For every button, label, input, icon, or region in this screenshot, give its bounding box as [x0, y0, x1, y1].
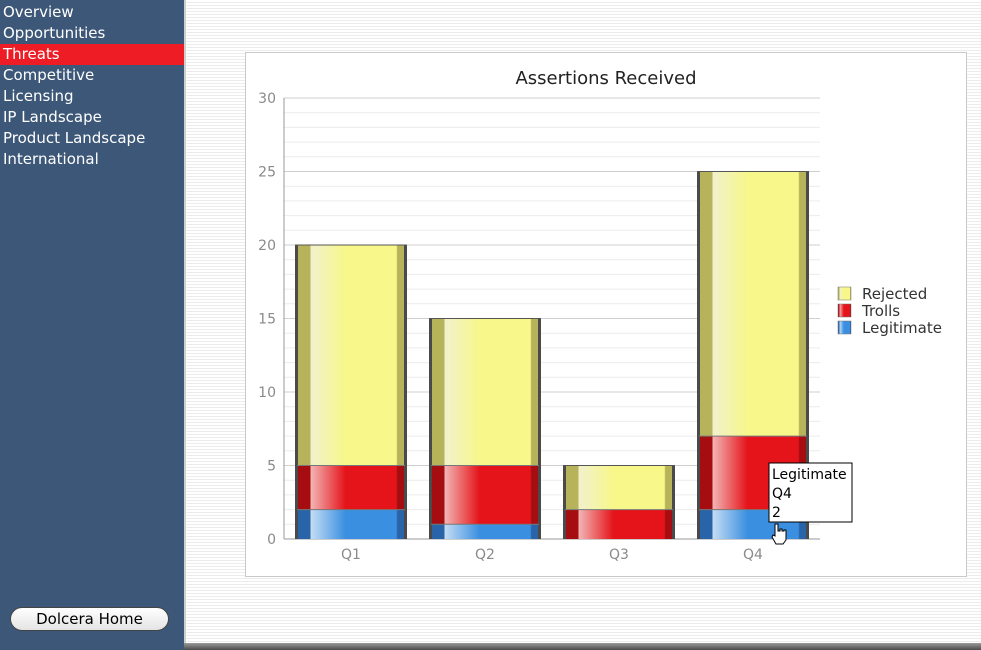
- bar-legitimate-q2[interactable]: [431, 524, 539, 539]
- legend-swatch-rejected: [837, 286, 852, 301]
- y-tick-label: 20: [258, 238, 276, 254]
- nav-item-ip-landscape[interactable]: IP Landscape: [3, 108, 102, 126]
- bar-rejected-q4[interactable]: [699, 171, 807, 437]
- nav-item-competitive[interactable]: Competitive: [3, 66, 95, 84]
- y-tick-label: 5: [267, 459, 276, 475]
- x-tick-label: Q2: [475, 547, 495, 563]
- y-tick-label: 25: [258, 165, 276, 181]
- nav-item-opportunities[interactable]: Opportunities: [3, 24, 106, 42]
- bar-trolls-q1[interactable]: [297, 465, 405, 510]
- tooltip-line: Legitimate: [772, 467, 847, 483]
- bar-rejected-q2[interactable]: [431, 318, 539, 466]
- legend-label-legitimate: Legitimate: [862, 319, 942, 337]
- bar-edge-left: [697, 171, 700, 539]
- x-tick-label: Q3: [609, 547, 629, 563]
- tooltip-line: Q4: [772, 486, 792, 502]
- hand-cursor-icon: [771, 523, 787, 545]
- nav-item-threats[interactable]: Threats: [0, 44, 184, 65]
- chart-tooltip: Legitimate Q4 2: [768, 462, 853, 523]
- bar-edge-right: [538, 318, 541, 539]
- hand-cursor-shape: [771, 523, 787, 545]
- x-tick-label: Q1: [341, 547, 361, 563]
- bar-trolls-q3[interactable]: [565, 509, 673, 539]
- bar-edge-right: [806, 171, 809, 539]
- main-bottom-bar: [184, 643, 981, 650]
- nav-item-licensing[interactable]: Licensing: [3, 87, 74, 105]
- y-tick-label: 15: [258, 312, 276, 328]
- nav-menu: Overview Opportunities Threats Competiti…: [0, 0, 184, 170]
- chart-title: Assertions Received: [515, 68, 696, 89]
- legend-swatch-trolls: [837, 303, 852, 318]
- y-tick-label: 30: [258, 91, 276, 107]
- stacked-bar-chart: Assertions Received 0 5 10 15 20 25 30 Q1 Q2 Q3 Q4 R…: [258, 68, 942, 563]
- nav-item-product-landscape[interactable]: Product Landscape: [3, 129, 146, 147]
- legend-label-trolls: Trolls: [861, 302, 900, 320]
- bar-rejected-q3[interactable]: [565, 465, 673, 510]
- chart-panel: Assertions Received 0 5 10 15 20 25 30 Q1 Q2 Q3 Q4 R…: [245, 52, 967, 577]
- bar-legitimate-q1[interactable]: [297, 509, 405, 539]
- x-tick-label: Q4: [743, 547, 763, 563]
- bar-rejected-q1[interactable]: [297, 245, 405, 466]
- bar-edge-right: [672, 465, 675, 539]
- legend-swatch-legitimate: [837, 320, 852, 335]
- tooltip-line: 2: [772, 505, 781, 521]
- tooltip-box: [768, 462, 853, 523]
- nav-item-international[interactable]: International: [3, 150, 99, 168]
- nav-item-overview[interactable]: Overview: [3, 3, 74, 21]
- y-tick-label: 0: [267, 532, 276, 548]
- bar-edge-right: [404, 245, 407, 539]
- y-tick-label: 10: [258, 385, 276, 401]
- dolcera-home-button[interactable]: Dolcera Home: [10, 607, 169, 631]
- bar-trolls-q2[interactable]: [431, 465, 539, 525]
- bar-edge-left: [429, 318, 432, 539]
- sidebar: Overview Opportunities Threats Competiti…: [0, 0, 184, 650]
- legend-label-rejected: Rejected: [862, 285, 927, 303]
- bar-edge-left: [563, 465, 566, 539]
- bar-edge-left: [295, 245, 298, 539]
